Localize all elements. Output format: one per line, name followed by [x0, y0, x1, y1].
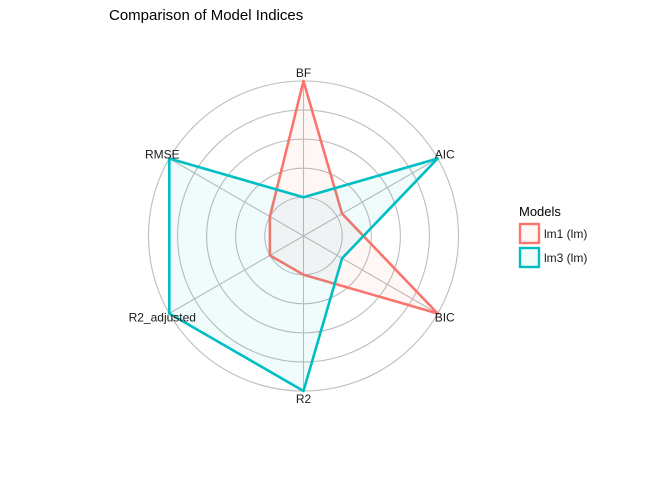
- grid-spoke: [303, 235, 439, 314]
- grid-spoke: [168, 158, 304, 237]
- axis-labels: AIC BIC R2 R2_adjusted RMSE BF: [129, 66, 455, 406]
- legend-swatch: [518, 246, 541, 269]
- series-polygon-1: [268, 79, 440, 315]
- legend: Models lm1 (lm) lm3 (lm): [518, 204, 587, 269]
- legend-label: lm3 (lm): [544, 251, 587, 265]
- axis-label: R2_adjusted: [129, 311, 196, 325]
- axis-label: BIC: [435, 311, 455, 325]
- radar-series: [168, 79, 440, 393]
- axis-label: BF: [296, 66, 311, 80]
- grid-spoke: [168, 235, 304, 314]
- legend-swatch: [518, 222, 541, 245]
- series-polygon-2: [168, 157, 440, 393]
- grid-spoke: [303, 158, 439, 237]
- axis-label: AIC: [435, 148, 455, 162]
- legend-label: lm1 (lm): [544, 227, 587, 241]
- legend-title: Models: [519, 204, 561, 219]
- chart-title: Comparison of Model Indices: [109, 7, 303, 24]
- axis-label: RMSE: [145, 148, 180, 162]
- axis-label: R2: [296, 392, 312, 406]
